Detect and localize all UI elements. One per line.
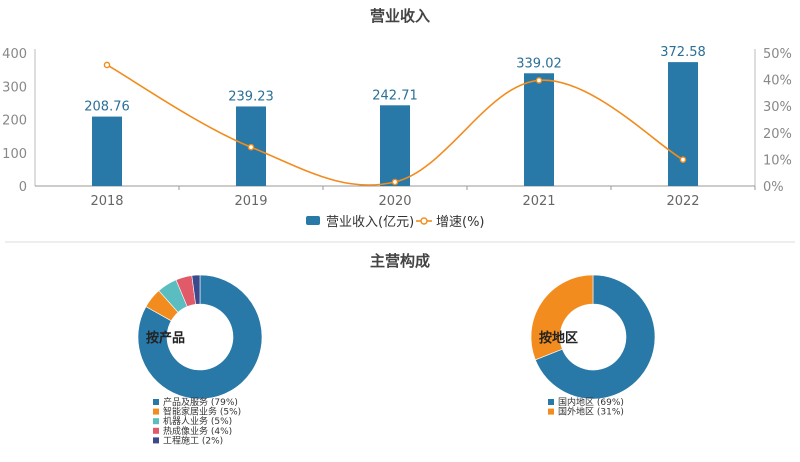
y-right-tick-label: 50% <box>763 47 792 62</box>
pie-legend-label: 国内地区 (69%) <box>558 396 624 408</box>
y-left-tick-label: 400 <box>2 47 27 62</box>
y-left-tick-label: 100 <box>2 147 27 162</box>
y-right-tick-label: 20% <box>763 127 792 142</box>
bar-data-label: 208.76 <box>84 100 130 115</box>
legend-line-label: 增速(%) <box>436 215 485 230</box>
growth-point <box>103 61 111 69</box>
pie-legend-label: 智能家居业务 (5%) <box>163 406 241 418</box>
pie-section-title: 主营构成 <box>370 252 430 270</box>
pie-slice <box>534 274 656 400</box>
legend: 营业收入(亿元) 增速(%) <box>306 215 485 230</box>
pie-legend-label: 国外地区 (31%) <box>558 406 624 418</box>
bar-data-label: 372.58 <box>660 45 706 60</box>
legend-bar-label: 营业收入(亿元) <box>326 215 414 230</box>
x-tick-label: 2022 <box>666 194 699 209</box>
y-right-tick-label: 30% <box>763 100 792 115</box>
pie-legend-label: 工程施工 (2%) <box>163 434 223 446</box>
y-right-tick-label: 40% <box>763 74 792 89</box>
x-tick-label: 2018 <box>90 194 123 209</box>
pie-slice <box>530 274 594 361</box>
y-left-tick-label: 0 <box>19 180 27 195</box>
y-right-tick-label: 0% <box>763 180 784 195</box>
bar-data-label: 239.23 <box>228 89 274 104</box>
x-tick-label: 2020 <box>378 194 411 209</box>
pie-slice <box>191 274 201 305</box>
pie-legend-swatch <box>548 408 554 415</box>
pie-legend-swatch <box>548 399 554 405</box>
growth-point <box>535 77 543 84</box>
y-left-tick-label: 300 <box>2 80 27 95</box>
pie-center-label: 按地区 <box>539 330 578 346</box>
growth-point <box>679 156 687 163</box>
pie-legend-swatch <box>153 399 159 405</box>
x-tick-label: 2021 <box>522 194 555 209</box>
pie-legend-swatch <box>153 408 159 415</box>
x-tick-label: 2019 <box>234 194 267 209</box>
pie-legend-swatch <box>153 437 159 444</box>
pie-legend-label: 产品及服务 (79%) <box>163 396 238 408</box>
pie-legend-swatch <box>153 418 159 425</box>
pie-legend-swatch <box>153 427 159 434</box>
y-left-tick-label: 200 <box>2 114 27 129</box>
growth-point <box>247 143 255 151</box>
y-right-tick-label: 10% <box>763 153 792 168</box>
growth-line <box>106 64 684 186</box>
bar <box>380 105 410 186</box>
pie-slice <box>137 274 263 400</box>
pie-center-label: 按产品 <box>146 330 185 346</box>
legend-line-marker <box>420 217 428 225</box>
growth-point <box>391 178 399 186</box>
bar <box>668 62 698 186</box>
bar <box>524 73 554 186</box>
chart-title: 营业收入 <box>370 7 430 25</box>
bar-data-label: 242.71 <box>372 88 418 103</box>
bar-data-label: 339.02 <box>516 56 562 71</box>
pie-legend-label: 热成像业务 (4%) <box>163 425 232 437</box>
bar <box>92 116 122 186</box>
pie-legend-label: 机器人业务 (5%) <box>163 415 232 427</box>
legend-bar-swatch <box>306 216 320 225</box>
